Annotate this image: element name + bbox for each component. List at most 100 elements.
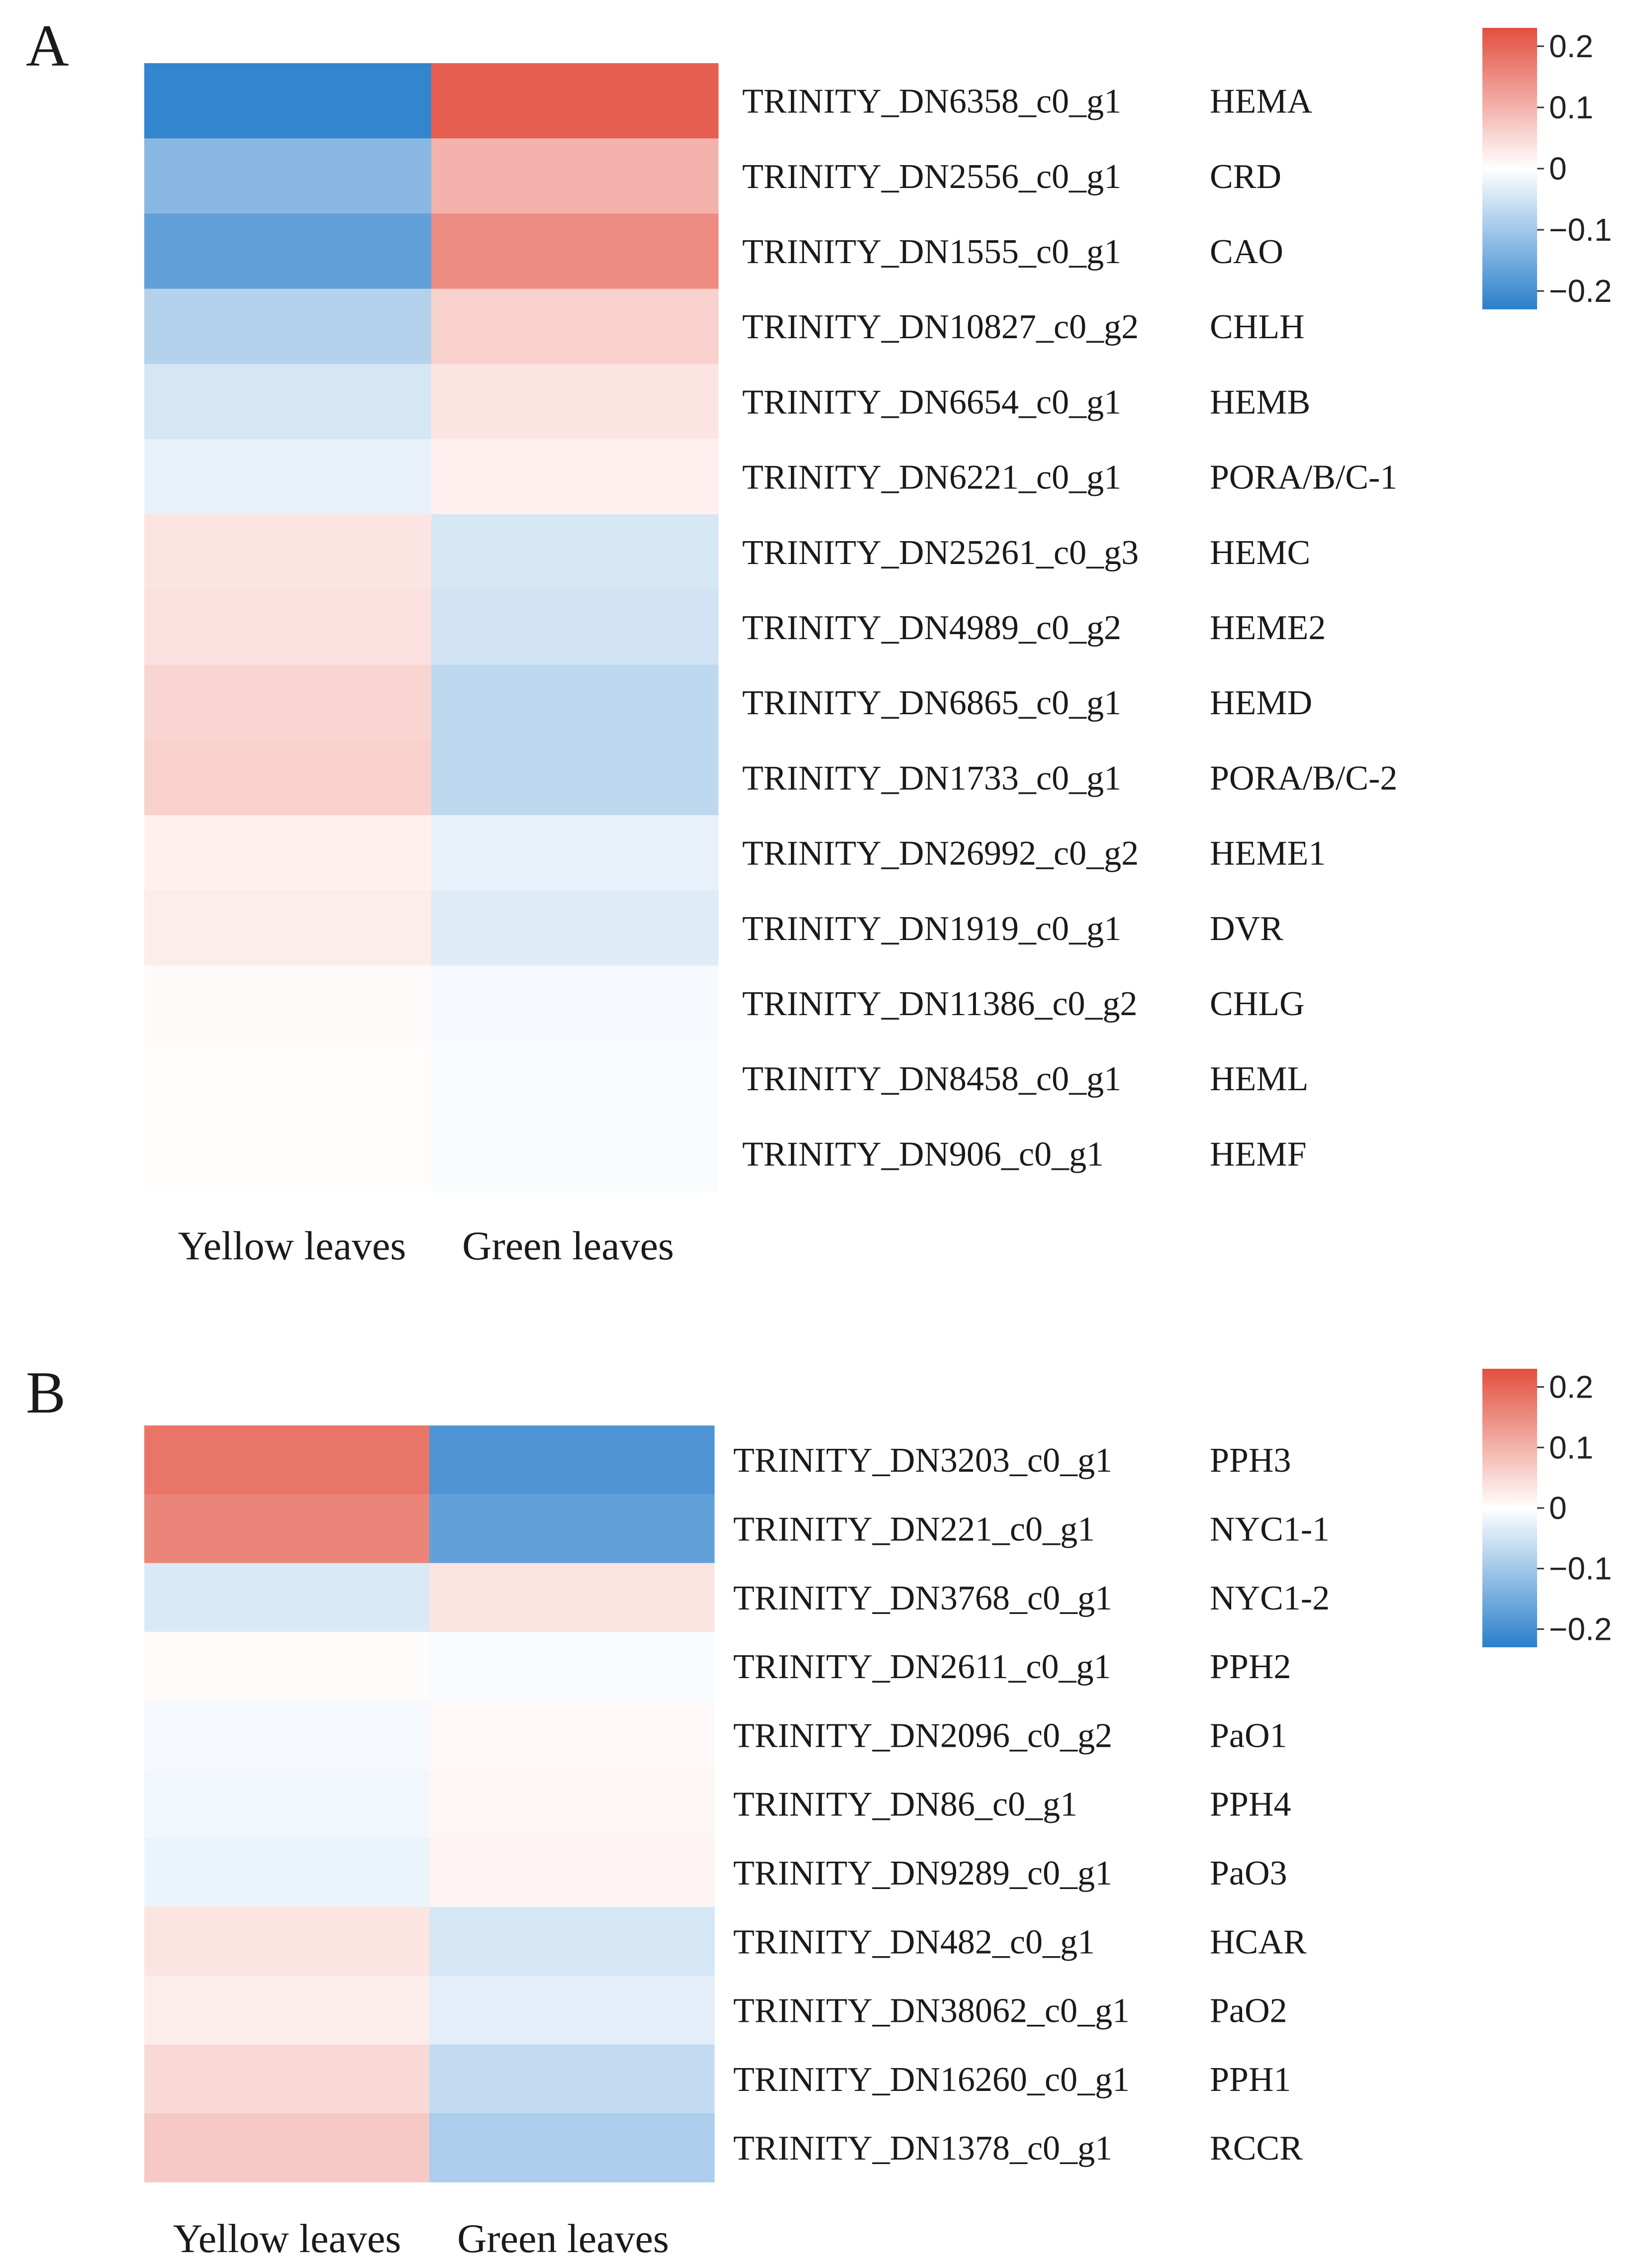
heatmap-cell	[144, 63, 432, 139]
gene-label: HEMD	[1210, 684, 1312, 722]
row-id-label: TRINITY_DN3768_c0_g1	[733, 1579, 1112, 1617]
heatmap-cell	[431, 664, 719, 741]
gene-label: PPH4	[1210, 1786, 1291, 1824]
legend-tick-label: −0.2	[1549, 1611, 1612, 1647]
gene-label: CHLG	[1210, 985, 1305, 1023]
heatmap-cell	[144, 1116, 432, 1192]
heatmap-cell	[431, 213, 719, 289]
row-id-label: TRINITY_DN6358_c0_g1	[742, 83, 1121, 121]
gene-label: DVR	[1210, 910, 1283, 948]
heatmap-cell	[431, 890, 719, 966]
row-id-label: TRINITY_DN16260_c0_g1	[733, 2061, 1130, 2099]
gene-labels: HEMA CRD CAO CHLH HEMB PORA/B/C-1 HEMC HEME2 HEM…	[1210, 83, 1397, 1174]
heatmap-cell	[144, 589, 432, 665]
gene-label: PaO3	[1210, 1854, 1287, 1892]
heatmap-cell	[144, 1631, 430, 1701]
heatmap-cell	[144, 2044, 430, 2114]
gene-label: HEME1	[1210, 835, 1326, 873]
legend-colorbar	[1482, 1369, 1537, 1647]
heatmap-cell	[431, 815, 719, 891]
legend-tick-label: 0	[1549, 151, 1567, 187]
row-id-label: TRINITY_DN6654_c0_g1	[742, 383, 1121, 421]
legend-ticks: 0.2 0.1 0 −0.1 −0.2	[1537, 28, 1612, 309]
gene-label: PPH3	[1210, 1441, 1291, 1480]
column-label-yellow: Yellow leaves	[173, 2216, 401, 2261]
heatmap-cell	[431, 740, 719, 816]
heatmap-cells	[144, 63, 719, 1192]
legend-colorbar	[1482, 28, 1537, 309]
legend-tick-label: 0.2	[1549, 28, 1593, 64]
heatmap-cell	[144, 1040, 432, 1117]
gene-label: HCAR	[1210, 1923, 1307, 1961]
heatmap-cell	[431, 1040, 719, 1117]
gene-label: RCCR	[1210, 2129, 1303, 2168]
gene-label: HEMA	[1210, 83, 1313, 121]
heatmap-cell	[429, 1976, 715, 2045]
color-legend: 0.2 0.1 0 −0.1 −0.2	[1482, 28, 1612, 309]
row-id-label: TRINITY_DN1919_c0_g1	[742, 910, 1121, 948]
heatmap-cell	[144, 138, 432, 214]
heatmap-cell	[144, 815, 432, 891]
legend-tick-label: −0.2	[1549, 273, 1612, 309]
gene-label: NYC1-1	[1210, 1510, 1330, 1548]
heatmap-cell	[144, 514, 432, 590]
row-id-label: TRINITY_DN8458_c0_g1	[742, 1060, 1121, 1098]
gene-label: PORA/B/C-2	[1210, 759, 1397, 797]
heatmap-cell	[431, 63, 719, 139]
gene-label: PPH2	[1210, 1648, 1291, 1686]
heatmap-cell	[431, 439, 719, 515]
heatmap-cell	[429, 1701, 715, 1770]
heatmap-cell	[144, 965, 432, 1041]
gene-label: PORA/B/C-1	[1210, 459, 1397, 497]
row-id-label: TRINITY_DN4989_c0_g2	[742, 609, 1121, 647]
row-id-label: TRINITY_DN26992_c0_g2	[742, 835, 1139, 873]
heatmap-cell	[429, 1631, 715, 1701]
legend-tick-label: 0.1	[1549, 90, 1593, 125]
panel-a: A TRINITY_DN6358_c0_g1 TRINITY_DN2556_c0_…	[26, 12, 1612, 1268]
heatmap-cell	[429, 2113, 715, 2182]
gene-label: CHLH	[1210, 308, 1305, 346]
gene-labels: PPH3 NYC1-1 NYC1-2 PPH2 PaO1 PPH4 PaO3 HCAR PaO2…	[1210, 1441, 1330, 2168]
row-id-label: TRINITY_DN6221_c0_g1	[742, 459, 1121, 497]
gene-label: HEMF	[1210, 1135, 1306, 1173]
heatmap-cell	[431, 138, 719, 214]
heatmap-cell	[429, 1425, 715, 1495]
row-id-label: TRINITY_DN2556_c0_g1	[742, 158, 1121, 196]
heatmap-cell	[431, 1116, 719, 1192]
gene-label: PPH1	[1210, 2061, 1291, 2099]
heatmap-cell	[144, 2113, 430, 2182]
heatmap-cell	[144, 890, 432, 966]
gene-label: NYC1-2	[1210, 1579, 1330, 1617]
row-id-label: TRINITY_DN482_c0_g1	[733, 1923, 1095, 1961]
heatmap-cell	[144, 1563, 430, 1632]
heatmap-cell	[144, 364, 432, 440]
row-id-label: TRINITY_DN221_c0_g1	[733, 1510, 1095, 1548]
gene-label: PaO1	[1210, 1716, 1287, 1755]
row-id-label: TRINITY_DN1378_c0_g1	[733, 2129, 1112, 2168]
legend-tick-label: 0	[1549, 1490, 1567, 1526]
heatmap-cell	[144, 1838, 430, 1907]
heatmap-cell	[429, 1769, 715, 1839]
gene-label: HEME2	[1210, 609, 1326, 647]
panel-b: B TRINITY_DN3203_c0_g1 TRINITY_DN221_c0_g…	[26, 1359, 1612, 2261]
gene-label: HEMC	[1210, 534, 1310, 572]
heatmap-cell	[144, 213, 432, 289]
row-id-label: TRINITY_DN25261_c0_g3	[742, 534, 1139, 572]
heatmap-cell	[144, 1494, 430, 1564]
legend-tick-label: −0.1	[1549, 1551, 1612, 1587]
panel-label: B	[26, 1359, 66, 1425]
heatmap-cells	[144, 1425, 715, 2182]
legend-tick-label: 0.2	[1549, 1369, 1593, 1405]
row-id-label: TRINITY_DN10827_c0_g2	[742, 308, 1139, 346]
gene-label: CRD	[1210, 158, 1281, 196]
heatmap-cell	[144, 664, 432, 741]
row-id-label: TRINITY_DN1555_c0_g1	[742, 233, 1121, 271]
heatmap-cell	[144, 1976, 430, 2045]
column-label-green: Green leaves	[462, 1223, 674, 1268]
row-id-labels: TRINITY_DN6358_c0_g1 TRINITY_DN2556_c0_g1…	[742, 83, 1139, 1174]
row-id-labels: TRINITY_DN3203_c0_g1 TRINITY_DN221_c0_g1 T…	[733, 1441, 1130, 2168]
heatmap-cell	[429, 1563, 715, 1632]
heatmap-cell	[431, 288, 719, 365]
heatmap-cell	[431, 589, 719, 665]
